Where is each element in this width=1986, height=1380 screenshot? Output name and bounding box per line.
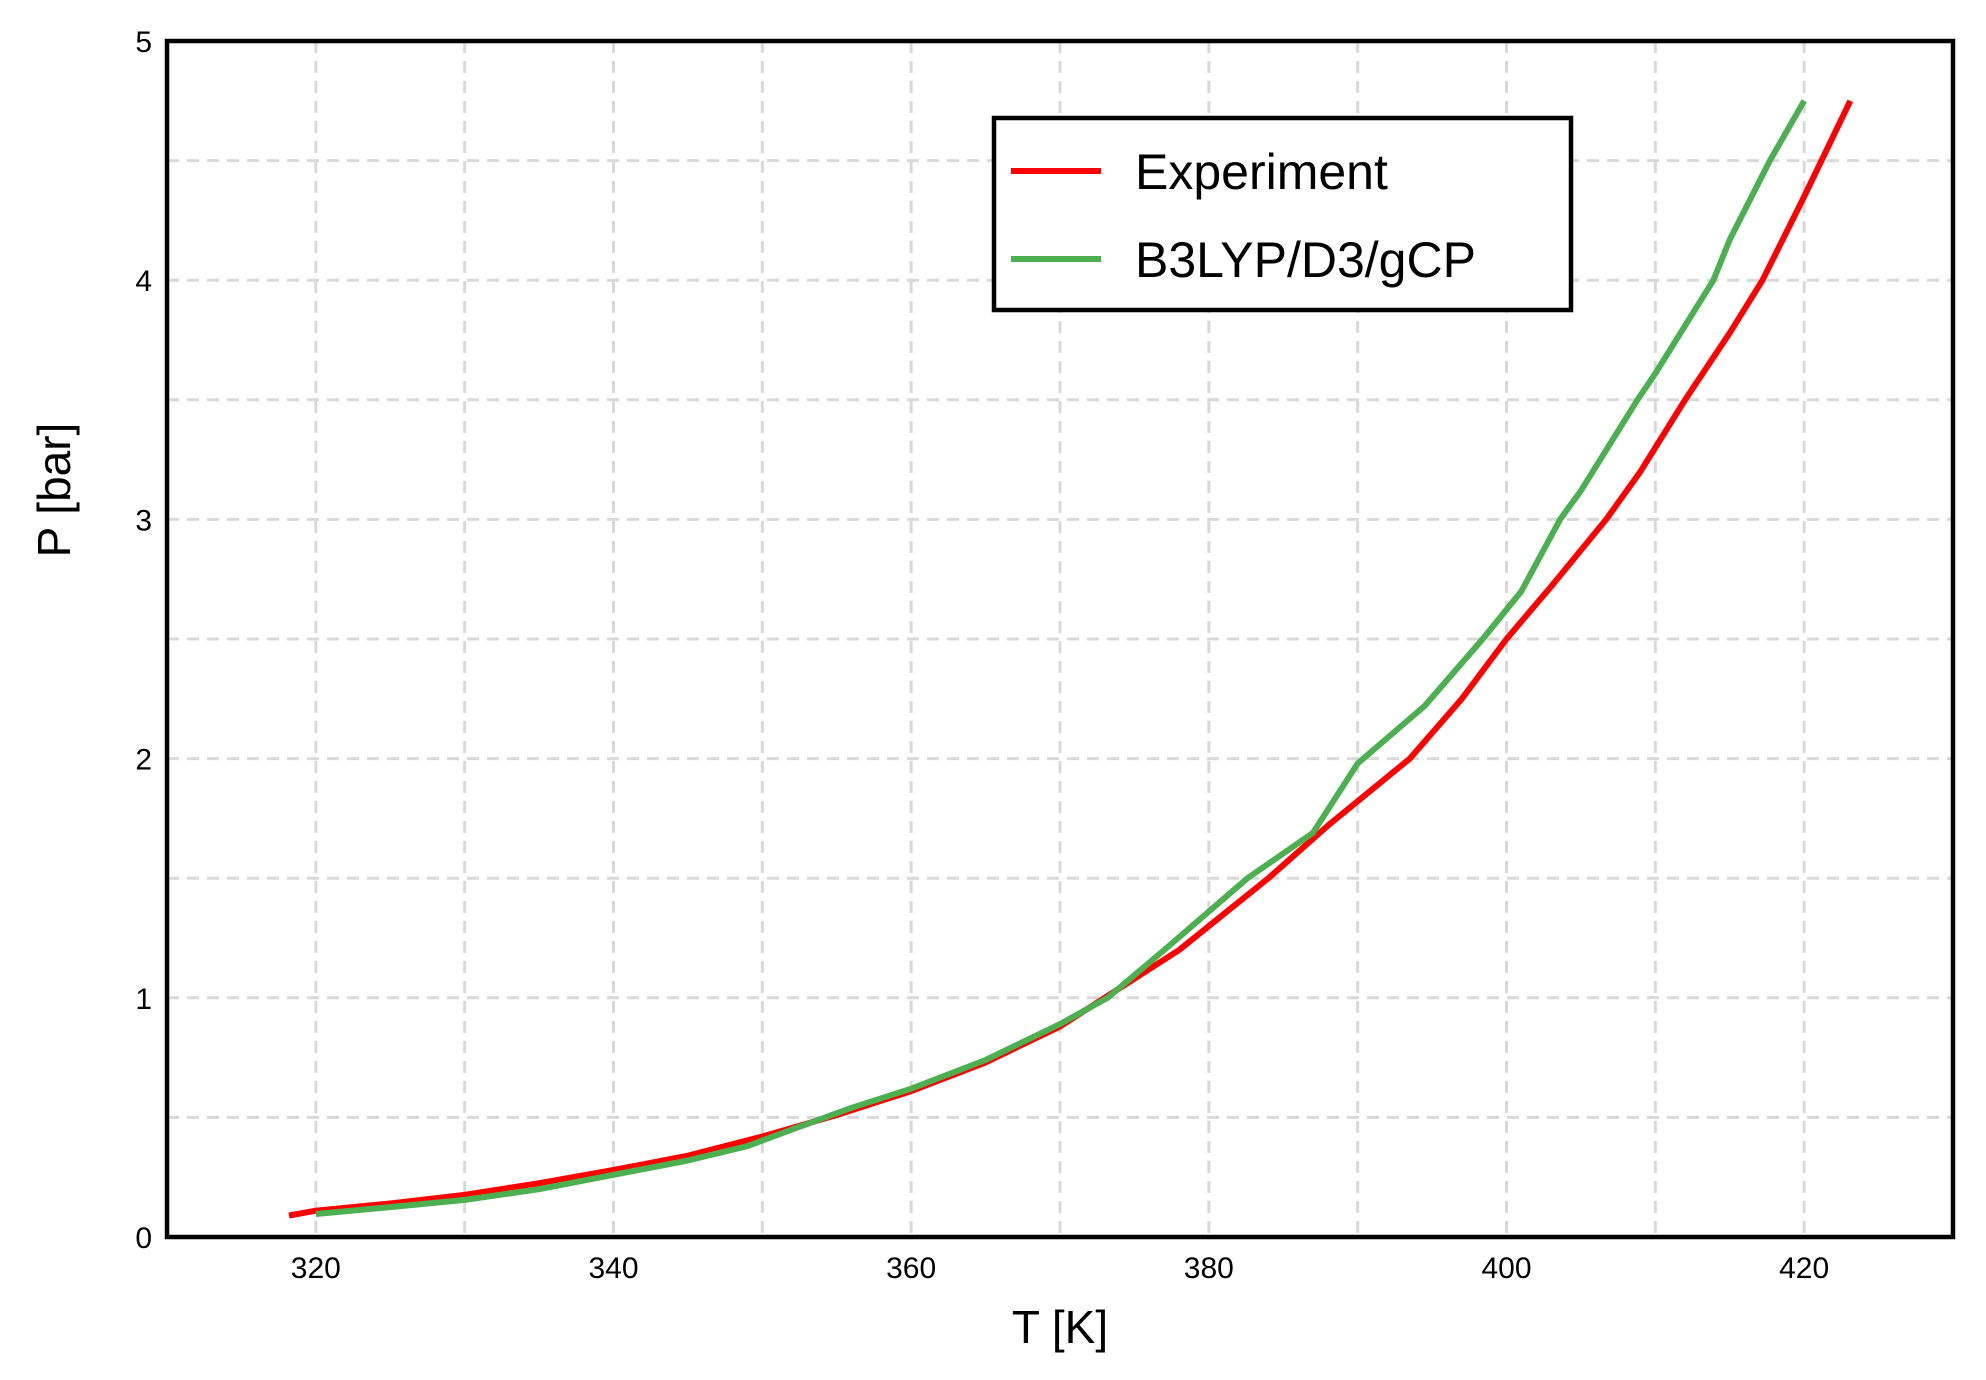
plot-frame (164, 38, 1956, 1240)
data-series (288, 99, 1854, 1219)
y-axis-label: P [bar] (28, 423, 80, 558)
series-line-b3lyp-d3-gcp (315, 99, 1807, 1217)
y-tick-label: 0 (135, 1222, 152, 1255)
legend-box (991, 115, 1574, 313)
x-axis-ticks: 320 340 360 380 400 420 (291, 1252, 1829, 1285)
x-tick-label: 380 (1184, 1252, 1234, 1285)
legend-label-experiment: Experiment (1135, 144, 1388, 200)
gridlines (167, 41, 1953, 1237)
y-tick-label: 4 (135, 265, 152, 298)
y-tick-label: 5 (135, 26, 152, 59)
x-tick-label: 320 (291, 1252, 341, 1285)
x-tick-label: 400 (1481, 1252, 1531, 1285)
legend-label-b3lyp: B3LYP/D3/gCP (1135, 232, 1476, 288)
x-tick-label: 360 (886, 1252, 936, 1285)
y-tick-label: 3 (135, 504, 152, 537)
x-tick-label: 420 (1779, 1252, 1829, 1285)
legend: Experiment B3LYP/D3/gCP (991, 115, 1574, 313)
x-tick-label: 340 (588, 1252, 638, 1285)
x-axis-label: T [K] (1012, 1301, 1108, 1353)
y-tick-label: 1 (135, 983, 152, 1016)
y-tick-label: 2 (135, 744, 152, 777)
series-line-experiment (288, 99, 1854, 1219)
y-axis-ticks: 0 1 2 3 4 5 (135, 26, 152, 1255)
